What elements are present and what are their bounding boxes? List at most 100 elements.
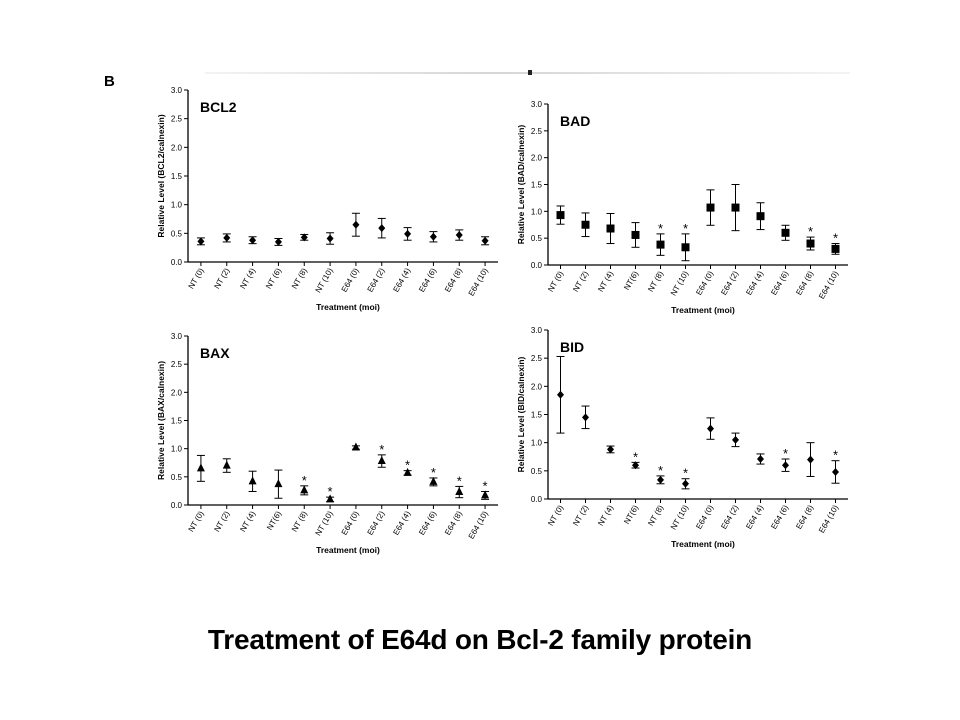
x-tick-label: E64 (10)	[817, 503, 840, 534]
data-point	[832, 467, 839, 476]
x-tick-label: E64 (4)	[744, 503, 765, 531]
data-point	[378, 224, 386, 233]
x-tick-label: NT (0)	[546, 269, 565, 293]
x-tick-label: E64 (6)	[417, 266, 438, 294]
data-point	[481, 490, 490, 499]
data-point	[606, 224, 615, 233]
x-tick-label: NT (2)	[571, 503, 590, 527]
significance-star: *	[328, 484, 333, 499]
x-tick-label: E64 (6)	[417, 509, 438, 537]
y-axis-label: Relative Level (BCL2/calnexin)	[156, 114, 166, 237]
x-tick-label: NT (0)	[546, 503, 565, 527]
x-tick-label: E64 (4)	[391, 266, 412, 294]
data-point	[782, 461, 789, 470]
y-tick-label: 0.5	[171, 229, 183, 238]
x-tick-label: NT (2)	[212, 509, 231, 533]
significance-star: *	[808, 224, 813, 239]
y-axis-label: Relative Level (BAX/calnexin)	[156, 361, 166, 480]
x-tick-label: NT (8)	[290, 266, 309, 290]
y-tick-label: 0.0	[531, 261, 543, 270]
x-tick-label: E64 (2)	[719, 503, 740, 531]
y-tick-label: 1.0	[171, 445, 183, 454]
y-tick-label: 3.0	[171, 86, 183, 95]
x-tick-label: NT(6)	[622, 269, 640, 291]
data-point	[274, 237, 282, 246]
data-point	[274, 479, 283, 488]
x-tick-label: E64 (2)	[366, 266, 387, 294]
bid-chart: 0.0 0.5 1.0 1.5 2.0 2.5 3.0 Relative Level (BID…	[516, 326, 848, 549]
y-tick-label: 0.0	[171, 258, 183, 267]
x-tick-label: NT (8)	[290, 509, 309, 533]
x-tick-label: E64 (0)	[694, 269, 715, 297]
data-point	[223, 233, 231, 242]
x-tick-label: E64 (6)	[769, 269, 790, 297]
y-tick-label: 2.0	[531, 154, 543, 163]
x-tick-label: NT (4)	[238, 266, 257, 290]
y-tick-label: 2.0	[171, 143, 183, 152]
significance-star: *	[683, 221, 688, 236]
x-tick-label: NT (4)	[238, 509, 257, 533]
data-point	[429, 232, 437, 241]
scan-mark	[528, 70, 532, 75]
x-tick-label: E64 (0)	[340, 266, 361, 294]
x-tick-label: E64 (0)	[340, 509, 361, 537]
x-tick-label: E64 (10)	[467, 509, 490, 540]
chart-title: BAD	[560, 113, 590, 129]
x-tick-label: E64 (2)	[366, 509, 387, 537]
x-tick-label: NT(6)	[265, 509, 283, 531]
y-tick-label: 0.0	[531, 495, 543, 504]
y-tick-label: 0.5	[171, 473, 183, 482]
chart-title: BAX	[200, 345, 230, 361]
x-tick-label: NT (0)	[187, 266, 206, 290]
y-axis-label: Relative Level (BAD/calnexin)	[516, 125, 526, 245]
data-point	[781, 228, 790, 237]
data-point	[657, 475, 664, 484]
y-tick-label: 2.5	[531, 354, 543, 363]
data-point	[831, 244, 840, 253]
x-tick-label: NT (10)	[669, 503, 690, 531]
data-point	[807, 455, 814, 464]
data-point	[707, 424, 714, 433]
data-point	[581, 220, 590, 229]
x-tick-label: E64 (4)	[391, 509, 412, 537]
x-tick-label: NT (10)	[314, 509, 335, 537]
x-tick-label: NT (2)	[212, 266, 231, 290]
y-tick-label: 3.0	[531, 326, 543, 335]
significance-star: *	[431, 465, 436, 480]
x-axis-label: Treatment (moi)	[316, 545, 380, 555]
x-tick-label: E64 (8)	[794, 503, 815, 531]
x-tick-label: NT (4)	[596, 503, 615, 527]
data-point	[757, 455, 764, 464]
bax-chart: 0.0 0.5 1.0 1.5 2.0 2.5 3.0 Relative Level (BAX…	[156, 332, 498, 555]
data-point	[806, 239, 815, 248]
y-tick-label: 1.5	[531, 181, 543, 190]
x-axis-label: Treatment (moi)	[316, 302, 380, 312]
x-tick-label: E64 (8)	[794, 269, 815, 297]
significance-star: *	[833, 231, 838, 246]
y-tick-label: 1.5	[531, 411, 543, 420]
y-tick-label: 3.0	[171, 332, 183, 341]
data-point	[681, 243, 690, 252]
data-point	[455, 231, 463, 240]
x-tick-label: E64 (2)	[719, 269, 740, 297]
data-point	[300, 233, 308, 242]
data-point	[222, 460, 231, 469]
data-point	[248, 476, 257, 485]
figure-caption: Treatment of E64d on Bcl-2 family protei…	[207, 624, 753, 655]
data-point	[403, 467, 412, 476]
y-tick-label: 2.0	[171, 388, 183, 397]
y-tick-label: 0.5	[531, 234, 543, 243]
significance-star: *	[483, 478, 488, 493]
x-tick-label: NT (0)	[187, 509, 206, 533]
x-tick-label: NT (2)	[571, 269, 590, 293]
data-point	[656, 240, 665, 249]
data-point	[481, 236, 489, 245]
data-point	[429, 476, 438, 485]
data-point	[351, 442, 360, 451]
data-point	[377, 456, 386, 465]
y-tick-label: 2.5	[171, 115, 183, 124]
y-tick-label: 2.5	[171, 360, 183, 369]
data-point	[682, 479, 689, 488]
data-point	[300, 485, 309, 494]
